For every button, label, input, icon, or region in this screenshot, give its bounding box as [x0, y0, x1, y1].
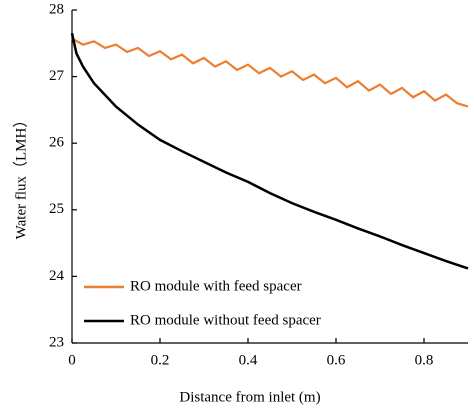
x-tick-label: 0.4 — [239, 352, 258, 368]
series-line — [70, 33, 469, 270]
legend-label: RO module without feed spacer — [130, 312, 321, 328]
y-tick-label: 24 — [49, 268, 65, 284]
legend-label: RO module with feed spacer — [130, 278, 302, 294]
x-tick-label: 0.6 — [327, 352, 346, 368]
y-axis-label: Water flux（LMH） — [12, 113, 29, 240]
x-axis-label: Distance from inlet (m) — [179, 389, 320, 405]
y-tick-label: 26 — [49, 135, 65, 151]
x-tick-label: 0.2 — [151, 352, 170, 368]
x-tick-label: 0.8 — [415, 352, 434, 368]
y-tick-label: 27 — [49, 68, 65, 84]
series-line — [71, 37, 469, 108]
y-tick-label: 25 — [49, 201, 64, 217]
x-tick-label: 0 — [68, 352, 76, 368]
y-tick-label: 28 — [49, 1, 64, 17]
y-tick-label: 23 — [49, 334, 64, 350]
